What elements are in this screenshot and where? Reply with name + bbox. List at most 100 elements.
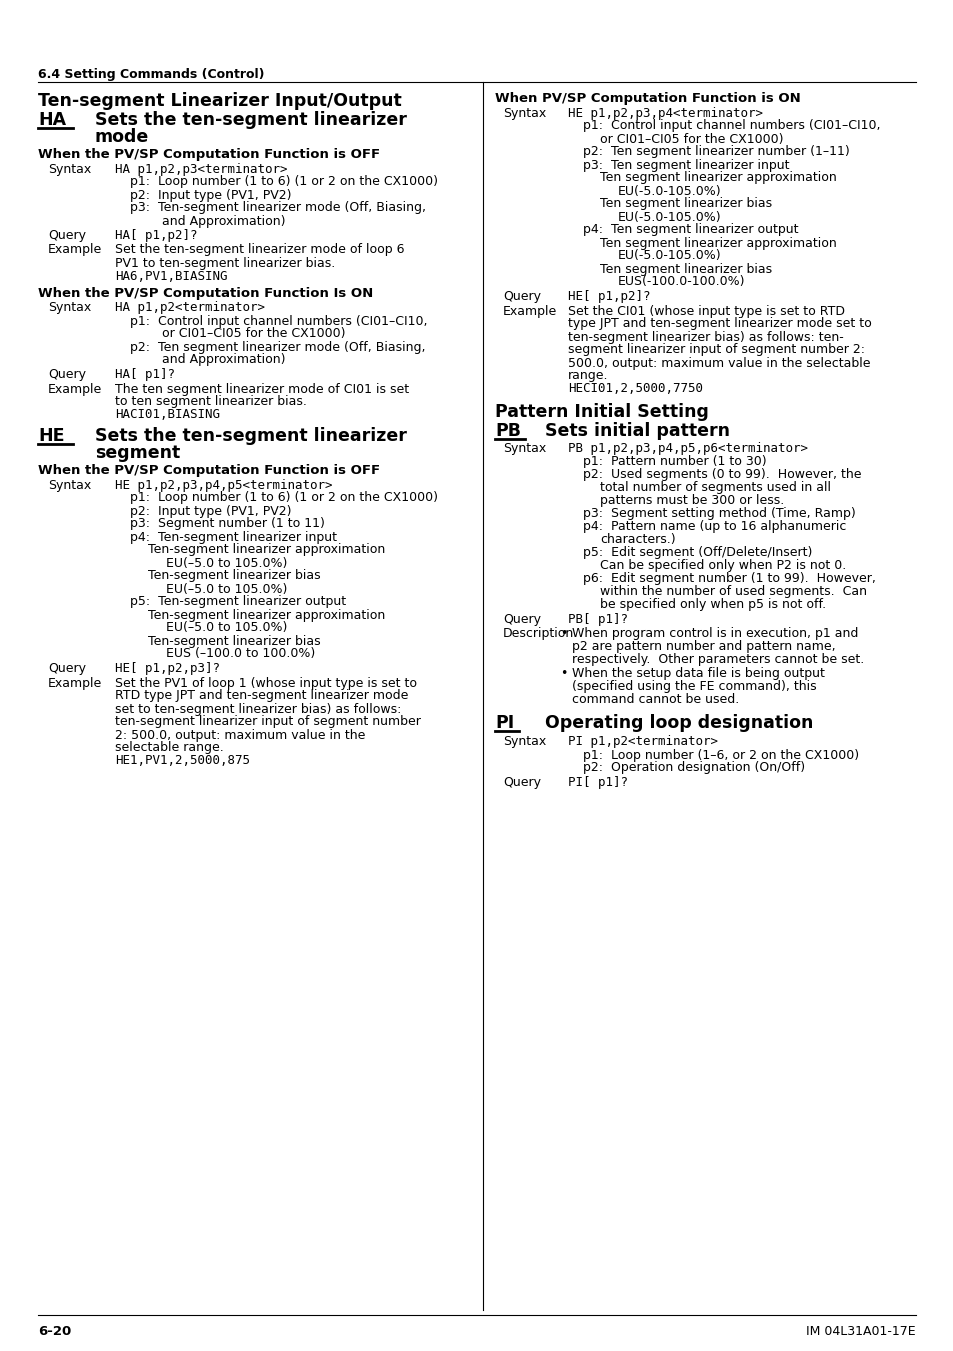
Text: PB: PB (495, 422, 520, 440)
Text: When the PV/SP Computation Function is OFF: When the PV/SP Computation Function is O… (38, 463, 379, 477)
Text: When the PV/SP Computation Function is OFF: When the PV/SP Computation Function is O… (38, 149, 379, 161)
Text: •: • (559, 667, 567, 680)
Text: PI p1,p2<terminator>: PI p1,p2<terminator> (567, 735, 718, 748)
Text: Sets initial pattern: Sets initial pattern (544, 422, 729, 440)
Text: Query: Query (48, 230, 86, 242)
Text: Sets the ten-segment linearizer: Sets the ten-segment linearizer (95, 427, 406, 444)
Text: HA6,PV1,BIASING: HA6,PV1,BIASING (115, 269, 227, 282)
Text: Example: Example (48, 382, 102, 396)
Text: Set the PV1 of loop 1 (whose input type is set to: Set the PV1 of loop 1 (whose input type … (115, 677, 416, 689)
Text: p1:  Control input channel numbers (CI01–CI10,: p1: Control input channel numbers (CI01–… (582, 119, 880, 132)
Text: Ten segment linearizer approximation: Ten segment linearizer approximation (599, 172, 836, 185)
Text: p4:  Pattern name (up to 16 alphanumeric: p4: Pattern name (up to 16 alphanumeric (582, 520, 845, 534)
Text: PB[ p1]?: PB[ p1]? (567, 612, 627, 626)
Text: p2:  Input type (PV1, PV2): p2: Input type (PV1, PV2) (130, 189, 292, 201)
Text: or CI01–CI05 for the CX1000): or CI01–CI05 for the CX1000) (599, 132, 782, 146)
Text: RTD type JPT and ten-segment linearizer mode: RTD type JPT and ten-segment linearizer … (115, 689, 408, 703)
Text: Query: Query (502, 612, 540, 626)
Text: segment linearizer input of segment number 2:: segment linearizer input of segment numb… (567, 343, 864, 357)
Text: p1:  Pattern number (1 to 30): p1: Pattern number (1 to 30) (582, 455, 766, 467)
Text: Sets the ten-segment linearizer: Sets the ten-segment linearizer (95, 111, 406, 128)
Text: Query: Query (48, 367, 86, 381)
Text: Ten-segment Linearizer Input/Output: Ten-segment Linearizer Input/Output (38, 92, 401, 109)
Text: selectable range.: selectable range. (115, 742, 224, 754)
Text: HA p1,p2<terminator>: HA p1,p2<terminator> (115, 301, 265, 315)
Text: ten-segment linearizer input of segment number: ten-segment linearizer input of segment … (115, 716, 420, 728)
Text: Example: Example (502, 304, 557, 317)
Text: HA: HA (38, 111, 66, 128)
Text: HE p1,p2,p3,p4,p5<terminator>: HE p1,p2,p3,p4,p5<terminator> (115, 478, 333, 492)
Text: PI[ p1]?: PI[ p1]? (567, 775, 627, 789)
Text: 500.0, output: maximum value in the selectable: 500.0, output: maximum value in the sele… (567, 357, 869, 370)
Text: EUS(-100.0-100.0%): EUS(-100.0-100.0%) (618, 276, 744, 289)
Text: type JPT and ten-segment linearizer mode set to: type JPT and ten-segment linearizer mode… (567, 317, 871, 331)
Text: p2:  Ten segment linearizer mode (Off, Biasing,: p2: Ten segment linearizer mode (Off, Bi… (130, 340, 425, 354)
Text: range.: range. (567, 370, 608, 382)
Text: set to ten-segment linearizer bias) as follows:: set to ten-segment linearizer bias) as f… (115, 703, 401, 716)
Text: HE[ p1,p2,p3]?: HE[ p1,p2,p3]? (115, 662, 220, 676)
Text: Syntax: Syntax (502, 442, 546, 455)
Text: Syntax: Syntax (48, 301, 91, 315)
Text: p2:  Operation designation (On/Off): p2: Operation designation (On/Off) (582, 762, 804, 774)
Text: Example: Example (48, 243, 102, 257)
Text: p1:  Loop number (1 to 6) (1 or 2 on the CX1000): p1: Loop number (1 to 6) (1 or 2 on the … (130, 492, 437, 504)
Text: p2:  Input type (PV1, PV2): p2: Input type (PV1, PV2) (130, 504, 292, 517)
Text: (specified using the FE command), this: (specified using the FE command), this (572, 680, 816, 693)
Text: respectively.  Other parameters cannot be set.: respectively. Other parameters cannot be… (572, 653, 863, 666)
Text: to ten segment linearizer bias.: to ten segment linearizer bias. (115, 396, 307, 408)
Text: p1:  Control input channel numbers (CI01–CI10,: p1: Control input channel numbers (CI01–… (130, 315, 427, 327)
Text: ten-segment linearizer bias) as follows: ten-: ten-segment linearizer bias) as follows:… (567, 331, 842, 343)
Text: p3:  Ten segment linearizer input: p3: Ten segment linearizer input (582, 158, 789, 172)
Text: Pattern Initial Setting: Pattern Initial Setting (495, 403, 708, 422)
Text: When the setup data file is being output: When the setup data file is being output (572, 667, 824, 680)
Text: total number of segments used in all: total number of segments used in all (599, 481, 830, 494)
Text: •: • (559, 627, 567, 640)
Text: Syntax: Syntax (48, 478, 91, 492)
Text: HE p1,p2,p3,p4<terminator>: HE p1,p2,p3,p4<terminator> (567, 107, 762, 119)
Text: patterns must be 300 or less.: patterns must be 300 or less. (599, 494, 783, 507)
Text: HE[ p1,p2]?: HE[ p1,p2]? (567, 290, 650, 303)
Text: Can be specified only when P2 is not 0.: Can be specified only when P2 is not 0. (599, 559, 845, 571)
Text: Ten-segment linearizer approximation: Ten-segment linearizer approximation (148, 608, 385, 621)
Text: Syntax: Syntax (48, 162, 91, 176)
Text: p6:  Edit segment number (1 to 99).  However,: p6: Edit segment number (1 to 99). Howev… (582, 571, 875, 585)
Text: p3:  Ten-segment linearizer mode (Off, Biasing,: p3: Ten-segment linearizer mode (Off, Bi… (130, 201, 426, 215)
Text: EU(–5.0 to 105.0%): EU(–5.0 to 105.0%) (166, 582, 287, 596)
Text: 6-20: 6-20 (38, 1325, 71, 1337)
Text: When the PV/SP Computation Function Is ON: When the PV/SP Computation Function Is O… (38, 286, 373, 300)
Text: HA p1,p2,p3<terminator>: HA p1,p2,p3<terminator> (115, 162, 287, 176)
Text: Syntax: Syntax (502, 735, 546, 748)
Text: Set the ten-segment linearizer mode of loop 6: Set the ten-segment linearizer mode of l… (115, 243, 404, 257)
Text: p2:  Ten segment linearizer number (1–11): p2: Ten segment linearizer number (1–11) (582, 146, 849, 158)
Text: Ten segment linearizer bias: Ten segment linearizer bias (599, 197, 771, 211)
Text: EU(–5.0 to 105.0%): EU(–5.0 to 105.0%) (166, 557, 287, 570)
Text: within the number of used segments.  Can: within the number of used segments. Can (599, 585, 866, 598)
Text: When PV/SP Computation Function is ON: When PV/SP Computation Function is ON (495, 92, 800, 105)
Text: Syntax: Syntax (502, 107, 546, 119)
Text: be specified only when p5 is not off.: be specified only when p5 is not off. (599, 598, 825, 611)
Text: HE1,PV1,2,5000,875: HE1,PV1,2,5000,875 (115, 754, 250, 767)
Text: HACI01,BIASING: HACI01,BIASING (115, 408, 220, 422)
Text: Ten segment linearizer approximation: Ten segment linearizer approximation (599, 236, 836, 250)
Text: Ten-segment linearizer bias: Ten-segment linearizer bias (148, 570, 320, 582)
Text: p2:  Used segments (0 to 99).  However, the: p2: Used segments (0 to 99). However, th… (582, 467, 861, 481)
Text: and Approximation): and Approximation) (162, 215, 285, 227)
Text: PB p1,p2,p3,p4,p5,p6<terminator>: PB p1,p2,p3,p4,p5,p6<terminator> (567, 442, 807, 455)
Text: PI: PI (495, 713, 514, 731)
Text: p3:  Segment setting method (Time, Ramp): p3: Segment setting method (Time, Ramp) (582, 507, 855, 520)
Text: p5:  Ten-segment linearizer output: p5: Ten-segment linearizer output (130, 596, 346, 608)
Text: command cannot be used.: command cannot be used. (572, 693, 739, 707)
Text: Ten segment linearizer bias: Ten segment linearizer bias (599, 262, 771, 276)
Text: The ten segment linearizer mode of CI01 is set: The ten segment linearizer mode of CI01 … (115, 382, 409, 396)
Text: Query: Query (502, 775, 540, 789)
Text: HECI01,2,5000,7750: HECI01,2,5000,7750 (567, 382, 702, 396)
Text: p1:  Loop number (1 to 6) (1 or 2 on the CX1000): p1: Loop number (1 to 6) (1 or 2 on the … (130, 176, 437, 189)
Text: HA[ p1,p2]?: HA[ p1,p2]? (115, 230, 197, 242)
Text: EU(-5.0-105.0%): EU(-5.0-105.0%) (618, 185, 720, 197)
Text: Set the CI01 (whose input type is set to RTD: Set the CI01 (whose input type is set to… (567, 304, 844, 317)
Text: When program control is in execution, p1 and: When program control is in execution, p1… (572, 627, 858, 640)
Text: HA[ p1]?: HA[ p1]? (115, 367, 174, 381)
Text: EUS (–100.0 to 100.0%): EUS (–100.0 to 100.0%) (166, 647, 314, 661)
Text: EU(-5.0-105.0%): EU(-5.0-105.0%) (618, 211, 720, 223)
Text: p3:  Segment number (1 to 11): p3: Segment number (1 to 11) (130, 517, 325, 531)
